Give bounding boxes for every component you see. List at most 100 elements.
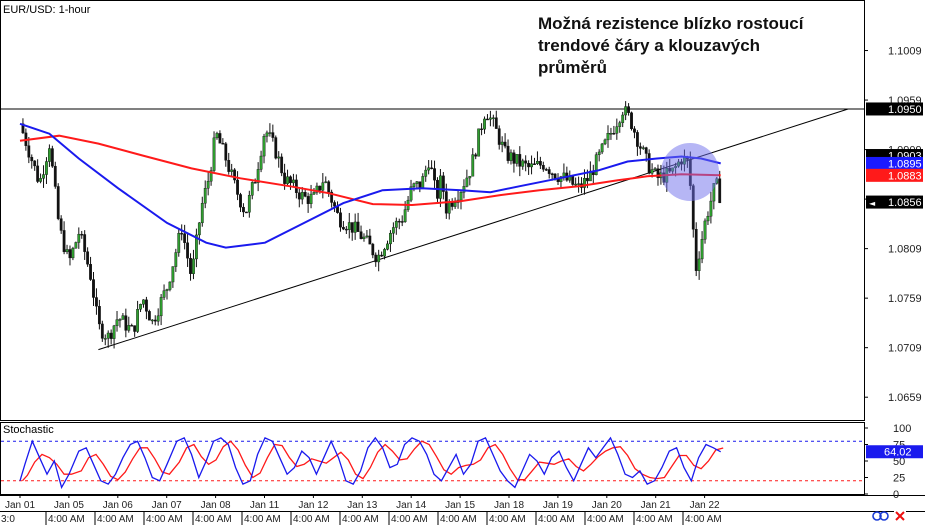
candle	[139, 303, 142, 313]
candle-body	[159, 297, 163, 317]
candle	[136, 300, 139, 333]
candle	[133, 325, 137, 337]
candle-body	[368, 235, 372, 245]
candle	[471, 148, 475, 177]
candle	[86, 247, 90, 267]
candle	[321, 173, 325, 199]
candle	[389, 230, 392, 252]
candle	[706, 211, 710, 225]
candle-body	[359, 231, 363, 239]
candle	[48, 144, 51, 167]
stochastic-d-line	[21, 440, 724, 482]
candle	[697, 251, 701, 280]
candle-body	[491, 117, 495, 119]
price-label-text: 1.0895	[888, 158, 922, 170]
candle-body	[324, 181, 328, 183]
x-time-label: 4:00 AM	[538, 514, 575, 525]
candle-body	[483, 118, 486, 130]
candle-body	[459, 192, 463, 201]
candle-body	[433, 168, 436, 181]
candle-body	[194, 234, 198, 260]
candle	[515, 154, 519, 167]
candle-body	[536, 161, 539, 164]
candle	[491, 114, 495, 127]
candle	[45, 157, 48, 185]
candle	[280, 153, 284, 177]
candle	[609, 127, 613, 140]
price-label-box	[866, 102, 923, 116]
stochastic-plot-frame	[0, 422, 865, 495]
candle	[618, 120, 622, 133]
candle	[494, 110, 498, 129]
stochastic-y-tick-label: 50	[893, 456, 905, 468]
candle	[612, 125, 616, 135]
candle-body	[618, 122, 622, 127]
candle	[300, 187, 304, 205]
price-label-text: 1.0950	[888, 104, 922, 116]
candle-body	[644, 147, 648, 154]
candle-body	[39, 178, 42, 182]
candle-body	[638, 146, 642, 149]
y-tick-label: 1.0709	[888, 343, 922, 355]
candle-body	[89, 264, 92, 280]
candle-body	[62, 230, 66, 253]
candle-body	[447, 202, 451, 214]
candle-body	[441, 175, 445, 192]
candle-body	[227, 160, 231, 172]
close-icon[interactable]	[894, 510, 906, 522]
candle-body	[418, 181, 422, 188]
candle	[509, 149, 513, 165]
candle	[268, 123, 272, 137]
candle-body	[171, 266, 175, 283]
candle-body	[600, 143, 604, 153]
candle	[468, 175, 472, 186]
candle	[356, 212, 360, 232]
candle	[465, 169, 469, 188]
candle	[186, 233, 189, 267]
candle-body	[506, 145, 510, 161]
candle	[309, 184, 313, 209]
candle	[391, 222, 395, 242]
candle-body	[189, 258, 192, 274]
candle-body	[80, 233, 84, 236]
highlight-circle	[661, 143, 719, 201]
candle	[100, 320, 104, 342]
candle-body	[503, 141, 507, 147]
candle-body	[697, 258, 701, 271]
candle-body	[641, 147, 645, 149]
candle	[380, 251, 384, 257]
x-time-label: 4:00 AM	[48, 514, 85, 525]
candle	[506, 139, 510, 164]
y-tick-label: 1.1009	[888, 46, 922, 58]
price-label-box	[866, 168, 923, 182]
stochastic-label: Stochastic	[3, 424, 54, 436]
candle-body	[133, 325, 137, 332]
candle	[200, 196, 204, 227]
candle-body	[318, 185, 322, 191]
candle-body	[221, 142, 225, 145]
x-time-label: 4:00 AM	[293, 514, 330, 525]
candle-body	[350, 222, 354, 233]
candle-body	[597, 151, 601, 155]
candle	[377, 249, 381, 272]
candle	[306, 192, 310, 213]
chart-title: EUR/USD: 1-hour	[3, 4, 91, 16]
candles	[21, 101, 722, 349]
moving-average-red	[19, 134, 721, 207]
link-icon[interactable]	[872, 511, 889, 521]
candle-body	[147, 311, 151, 321]
candle	[30, 154, 34, 169]
x-date-label: Jan 07	[152, 500, 182, 511]
candle-body	[174, 252, 178, 267]
candle	[156, 308, 160, 326]
candle-body	[450, 202, 454, 207]
candle-body	[480, 128, 483, 131]
candle-body	[515, 154, 519, 164]
candle	[62, 221, 66, 255]
annotation-line-2: trendové čáry a klouzavých	[538, 36, 760, 55]
candle-body	[124, 315, 128, 331]
candle	[694, 222, 698, 277]
candle-body	[112, 325, 116, 339]
price-label-box	[866, 195, 923, 209]
candle-body	[609, 132, 613, 135]
